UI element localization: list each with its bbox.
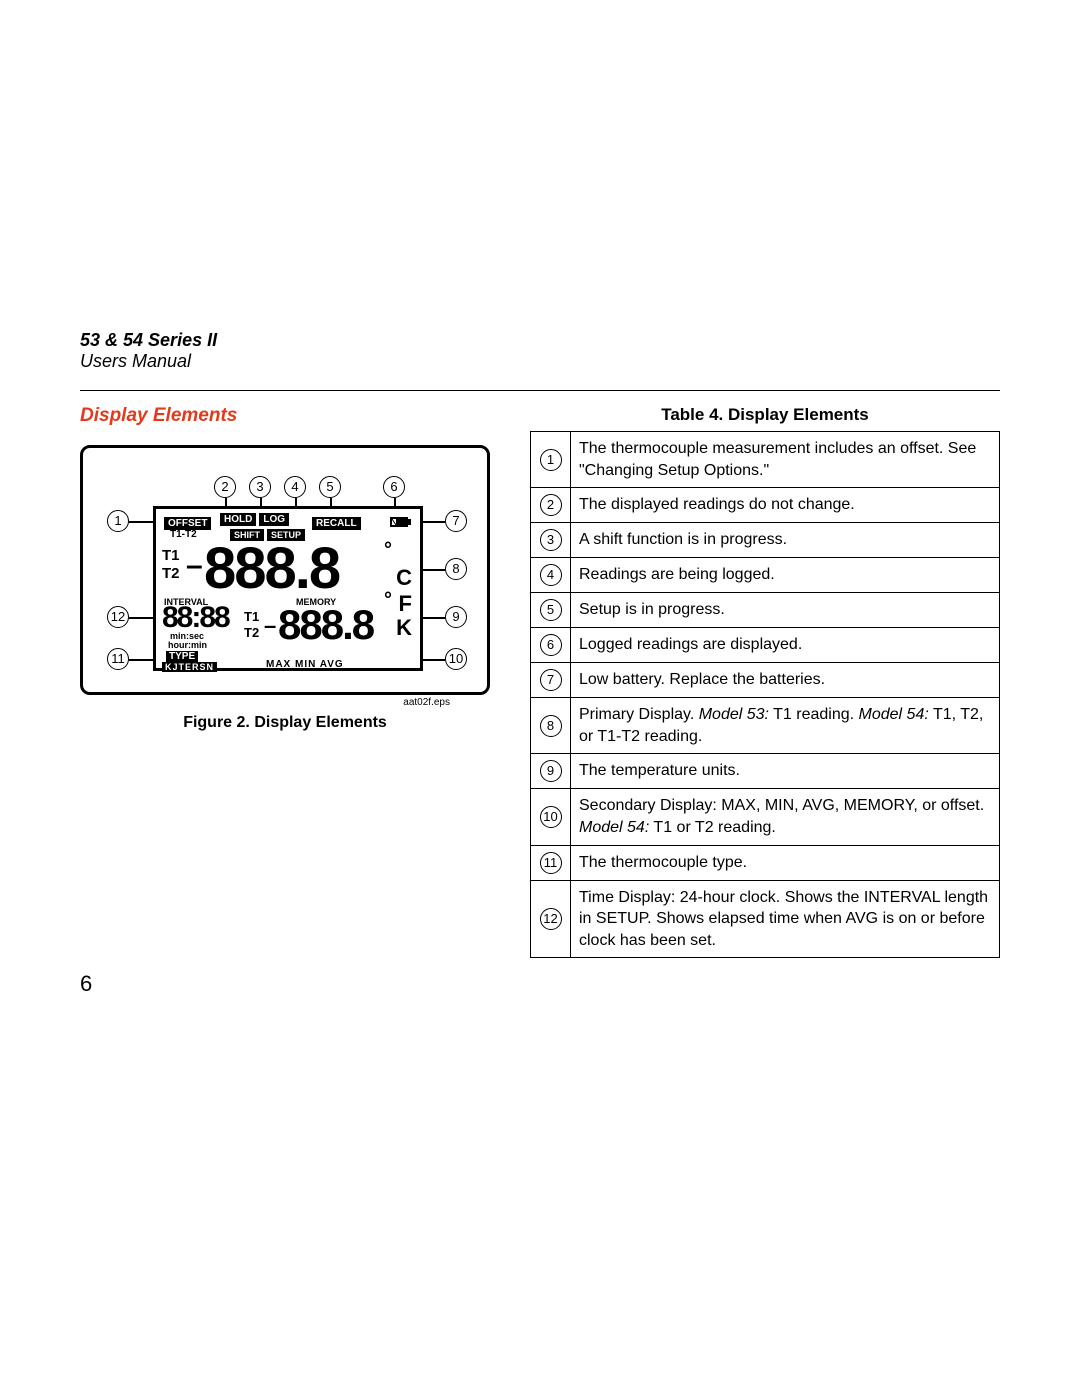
lcd-type-letters: KJTERSN (162, 662, 217, 672)
table-row: 12Time Display: 24-hour clock. Shows the… (531, 880, 1000, 958)
table-row: 3A shift function is in progress. (531, 523, 1000, 558)
lcd-neg: – (186, 549, 203, 583)
table-row-desc: Setup is in progress. (571, 593, 1000, 628)
table-row-number: 11 (531, 845, 571, 880)
lcd-panel: OFFSET HOLD LOG RECALL T1-T2 SHIFT SETUP (153, 506, 423, 671)
table-row-desc: Readings are being logged. (571, 558, 1000, 593)
table-row-number: 9 (531, 754, 571, 789)
lcd-secondary-digits: 888.8 (278, 601, 373, 649)
table-row: 5Setup is in progress. (531, 593, 1000, 628)
callout-8: 8 (445, 558, 467, 580)
lcd-sec-t2: T2 (244, 625, 259, 640)
callout-10: 10 (445, 648, 467, 670)
lcd-t1: T1 (162, 547, 180, 564)
table-row-number: 12 (531, 880, 571, 958)
lcd-sec-neg: – (264, 613, 276, 639)
lcd-type-label: TYPE (166, 651, 198, 662)
callout-4: 4 (284, 476, 306, 498)
lcd-maxminavg: MAX MIN AVG (266, 659, 344, 670)
lcd-clock: 88:88 (162, 601, 229, 635)
table-row: 2The displayed readings do not change. (531, 488, 1000, 523)
table-row-number: 3 (531, 523, 571, 558)
lcd-hold: HOLD (220, 513, 256, 526)
table-row: 6Logged readings are displayed. (531, 628, 1000, 663)
table-row-number: 4 (531, 558, 571, 593)
lcd-unit-f: F (399, 591, 412, 617)
display-elements-table: 1The thermocouple measurement includes a… (530, 431, 1000, 958)
header-doc: Users Manual (80, 351, 1000, 372)
table-row-desc: Logged readings are displayed. (571, 628, 1000, 663)
table-row: 10Secondary Display: MAX, MIN, AVG, MEMO… (531, 789, 1000, 845)
lcd-primary-digits: 888.8 (204, 535, 339, 602)
table-row-desc: The thermocouple type. (571, 845, 1000, 880)
figure-caption: Figure 2. Display Elements (80, 714, 490, 732)
table-row: 9The temperature units. (531, 754, 1000, 789)
table-row-number: 1 (531, 432, 571, 488)
table-row-number: 2 (531, 488, 571, 523)
lcd-unit-c: C (396, 565, 412, 591)
table-row-desc: A shift function is in progress. (571, 523, 1000, 558)
table-row-number: 10 (531, 789, 571, 845)
table-row-desc: Low battery. Replace the batteries. (571, 663, 1000, 698)
table-row-desc: Secondary Display: MAX, MIN, AVG, MEMORY… (571, 789, 1000, 845)
table-row: 11The thermocouple type. (531, 845, 1000, 880)
callout-1: 1 (107, 510, 129, 532)
table-title: Table 4. Display Elements (530, 405, 1000, 425)
table-row-number: 5 (531, 593, 571, 628)
callout-3: 3 (249, 476, 271, 498)
lcd-log: LOG (259, 513, 289, 526)
table-row-desc: The temperature units. (571, 754, 1000, 789)
page-number: 6 (80, 971, 92, 997)
callout-9: 9 (445, 606, 467, 628)
lcd-deg2: ° (384, 589, 392, 612)
lcd-unit-k: K (396, 615, 412, 641)
lcd-hourmin: hour:min (168, 640, 207, 650)
battery-icon (390, 515, 412, 534)
table-row: 4Readings are being logged. (531, 558, 1000, 593)
lcd-recall: RECALL (312, 517, 361, 530)
callout-6: 6 (383, 476, 405, 498)
table-row-number: 6 (531, 628, 571, 663)
callout-11: 11 (107, 648, 129, 670)
table-row: 7Low battery. Replace the batteries. (531, 663, 1000, 698)
table-row-number: 8 (531, 698, 571, 754)
callout-7: 7 (445, 510, 467, 532)
callout-5: 5 (319, 476, 341, 498)
figure-frame: 1 2 3 4 5 6 7 8 9 10 11 12 (80, 445, 490, 695)
section-title: Display Elements (80, 405, 490, 427)
lcd-sec-t1: T1 (244, 609, 259, 624)
table-row: 1The thermocouple measurement includes a… (531, 432, 1000, 488)
table-row-number: 7 (531, 663, 571, 698)
table-row-desc: Time Display: 24-hour clock. Shows the I… (571, 880, 1000, 958)
eps-filename: aat02f.eps (80, 697, 490, 708)
table-row-desc: The displayed readings do not change. (571, 488, 1000, 523)
lcd-t1t2: T1-T2 (170, 529, 197, 540)
table-row-desc: The thermocouple measurement includes an… (571, 432, 1000, 488)
header-rule (80, 390, 1000, 391)
table-row-desc: Primary Display. Model 53: T1 reading. M… (571, 698, 1000, 754)
header-product: 53 & 54 Series II (80, 330, 1000, 351)
lcd-deg1: ° (384, 539, 392, 562)
table-row: 8Primary Display. Model 53: T1 reading. … (531, 698, 1000, 754)
callout-2: 2 (214, 476, 236, 498)
callout-12: 12 (107, 606, 129, 628)
lcd-t2: T2 (162, 565, 180, 582)
